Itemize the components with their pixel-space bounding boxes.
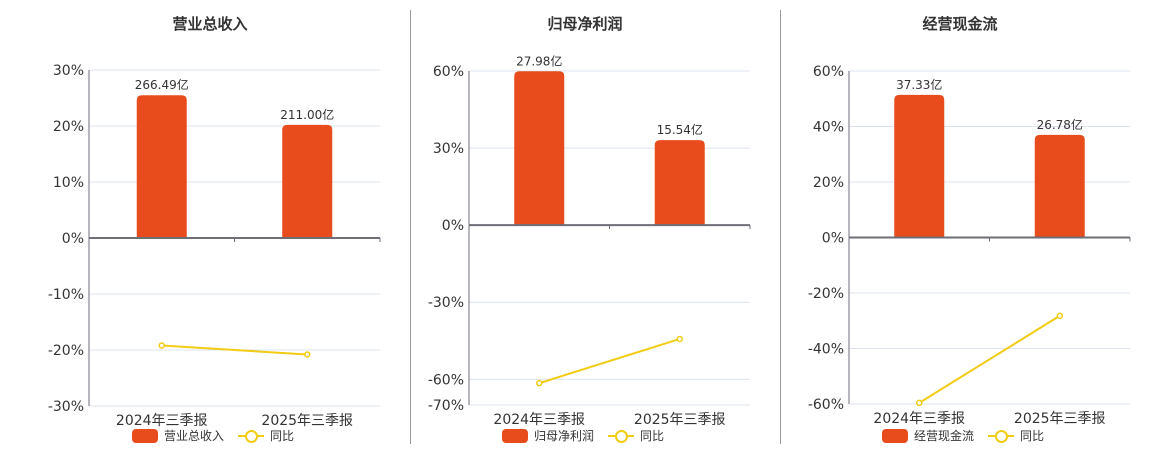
legend-line-icon (608, 429, 635, 443)
chart-panel-revenue: 营业总收入 30% 20% 10% 0% -10% -20% -30% 266.49亿 211.… (0, 0, 400, 450)
y-tick-label: 40% (813, 120, 844, 136)
chart-title: 营业总收入 (172, 15, 248, 33)
x-category-label: 2025年三季报 (1014, 411, 1106, 427)
y-tick-label: -10% (48, 287, 84, 303)
yoy-point[interactable] (676, 335, 683, 343)
bar-value-label: 211.00亿 (280, 107, 334, 122)
chart-plot: 60% 30% 0% -30% -60% -70% 27.98亿 15.54亿 2024年三季报… (428, 53, 751, 428)
yoy-point[interactable] (1056, 312, 1063, 320)
y-tick-label: 0% (62, 231, 84, 247)
legend-line-label[interactable]: 同比 (270, 429, 295, 443)
chart-title: 经营现金流 (922, 15, 998, 33)
yoy-line (918, 314, 1061, 404)
bar[interactable] (894, 94, 945, 238)
bar[interactable] (514, 71, 565, 226)
y-tick-label: 60% (813, 64, 844, 80)
y-tick-label: 10% (53, 175, 84, 191)
y-tick-label: 0% (442, 218, 464, 234)
x-category-label: 2024年三季报 (116, 413, 208, 429)
y-tick-label: 0% (822, 231, 844, 247)
yoy-point[interactable] (536, 379, 543, 387)
legend-bar-label[interactable]: 营业总收入 (164, 429, 225, 443)
y-tick-label: -60% (808, 397, 844, 413)
legend-bar-swatch (132, 428, 158, 443)
chart-panel-operating-cashflow: 经营现金流 60% 40% 20% 0% -20% -40% -60% 37.33亿 26.78… (780, 0, 1160, 450)
legend-bar-swatch (882, 428, 908, 443)
legend-bar-label[interactable]: 归母净利润 (534, 429, 595, 443)
y-tick-label: 30% (53, 63, 84, 79)
y-tick-label: -60% (428, 372, 464, 388)
legend-line-icon (238, 429, 265, 443)
y-tick-label: -20% (48, 343, 84, 359)
bar-value-label: 27.98亿 (516, 53, 562, 68)
y-tick-label: 20% (53, 119, 84, 135)
panel-divider (410, 10, 411, 444)
y-tick-label: -30% (48, 399, 84, 415)
yoy-point[interactable] (916, 399, 923, 407)
chart-panel-net-profit: 归母净利润 60% 30% 0% -30% -60% -70% 27.98亿 15.54亿 20… (410, 0, 780, 450)
chart-plot: 60% 40% 20% 0% -20% -40% -60% 37.33亿 26.78亿 2024年… (808, 64, 1131, 427)
yoy-line (161, 344, 308, 356)
legend: 营业总收入 同比 (132, 427, 294, 444)
x-category-label: 2025年三季报 (634, 412, 726, 428)
x-category-label: 2024年三季报 (873, 411, 965, 427)
legend-bar-swatch (502, 428, 528, 443)
y-tick-label: -20% (808, 286, 844, 302)
y-tick-label: -70% (428, 398, 464, 414)
bar-value-label: 37.33亿 (896, 77, 942, 92)
x-category-label: 2025年三季报 (261, 413, 353, 429)
yoy-point[interactable] (158, 342, 165, 349)
y-tick-label: -40% (808, 342, 844, 358)
chart-plot: 30% 20% 10% 0% -10% -20% -30% 266.49亿 211.00亿 202… (48, 63, 381, 429)
y-tick-label: 60% (433, 64, 464, 80)
bar[interactable] (654, 140, 705, 226)
bar[interactable] (1034, 134, 1085, 238)
bar-value-label: 266.49亿 (135, 77, 189, 92)
y-tick-label: 30% (433, 141, 464, 157)
legend: 经营现金流 同比 (882, 427, 1044, 444)
legend-line-label[interactable]: 同比 (640, 429, 665, 443)
legend-line-label[interactable]: 同比 (1020, 429, 1045, 443)
yoy-line (538, 338, 681, 385)
y-tick-label: -30% (428, 295, 464, 311)
legend-bar-label[interactable]: 经营现金流 (914, 429, 975, 443)
bar-value-label: 26.78亿 (1037, 117, 1083, 132)
bar[interactable] (282, 124, 333, 238)
chart-title: 归母净利润 (547, 15, 623, 33)
yoy-point[interactable] (304, 351, 311, 358)
panel-divider (780, 10, 781, 444)
legend: 归母净利润 同比 (502, 427, 664, 444)
legend-line-icon (988, 429, 1015, 443)
bar[interactable] (136, 95, 187, 238)
x-category-label: 2024年三季报 (493, 412, 585, 428)
y-tick-label: 20% (813, 175, 844, 191)
bar-value-label: 15.54亿 (657, 122, 703, 137)
